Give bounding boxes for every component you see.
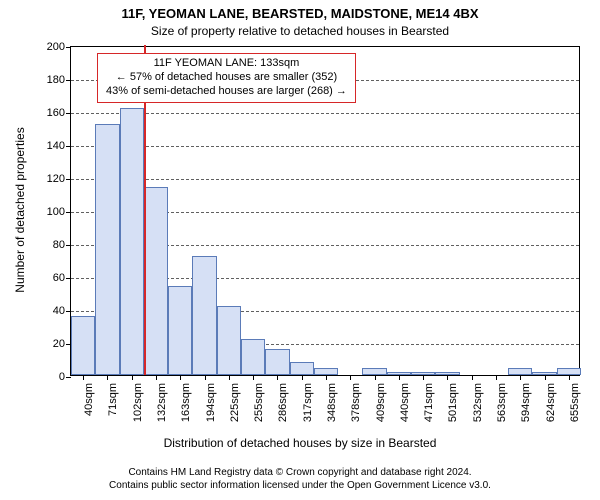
x-tick-label: 409sqm [375, 383, 387, 422]
histogram-bar [557, 368, 581, 375]
annotation-line: 43% of semi-detached houses are larger (… [106, 85, 347, 99]
y-tick-label: 0 [59, 371, 65, 383]
x-tick-mark [229, 375, 230, 380]
histogram-bar [241, 339, 265, 375]
y-tick-mark [66, 212, 71, 213]
x-tick-mark [253, 375, 254, 380]
x-tick-label: 286sqm [277, 383, 289, 422]
x-tick-mark [302, 375, 303, 380]
gridline [71, 179, 579, 180]
x-tick-mark [326, 375, 327, 380]
y-tick-mark [66, 311, 71, 312]
x-tick-label: 225sqm [229, 383, 241, 422]
histogram-bar [95, 124, 119, 375]
y-tick-label: 80 [53, 239, 65, 251]
footer: Contains HM Land Registry data © Crown c… [0, 467, 600, 492]
gridline [71, 113, 579, 114]
x-tick-mark [472, 375, 473, 380]
annotation-line: ← 57% of detached houses are smaller (35… [106, 71, 347, 85]
histogram-bar [71, 316, 95, 375]
y-tick-label: 160 [47, 107, 65, 119]
histogram-bar [144, 187, 168, 375]
x-tick-label: 255sqm [253, 383, 265, 422]
x-tick-label: 471sqm [423, 383, 435, 422]
x-tick-mark [496, 375, 497, 380]
x-tick-mark [205, 375, 206, 380]
x-tick-mark [399, 375, 400, 380]
x-tick-mark [132, 375, 133, 380]
x-tick-mark [277, 375, 278, 380]
y-tick-mark [66, 245, 71, 246]
annotation-box: 11F YEOMAN LANE: 133sqm← 57% of detached… [97, 53, 356, 103]
x-tick-mark [375, 375, 376, 380]
y-tick-mark [66, 47, 71, 48]
x-tick-mark [545, 375, 546, 380]
chart-title: 11F, YEOMAN LANE, BEARSTED, MAIDSTONE, M… [0, 6, 600, 21]
x-tick-mark [447, 375, 448, 380]
histogram-bar [290, 362, 314, 375]
histogram-bar [192, 256, 216, 375]
x-tick-mark [569, 375, 570, 380]
x-tick-label: 624sqm [545, 383, 557, 422]
chart-container: 11F, YEOMAN LANE, BEARSTED, MAIDSTONE, M… [0, 0, 600, 500]
x-tick-mark [520, 375, 521, 380]
y-axis-label: Number of detached properties [13, 45, 27, 375]
x-tick-label: 501sqm [447, 383, 459, 422]
histogram-bar [168, 286, 192, 375]
x-tick-label: 655sqm [569, 383, 581, 422]
x-tick-label: 532sqm [472, 383, 484, 422]
y-tick-mark [66, 377, 71, 378]
annotation-line: 11F YEOMAN LANE: 133sqm [106, 57, 347, 71]
gridline [71, 146, 579, 147]
footer-line-1: Contains HM Land Registry data © Crown c… [0, 467, 600, 480]
histogram-bar [314, 368, 338, 375]
x-tick-mark [83, 375, 84, 380]
y-tick-mark [66, 113, 71, 114]
x-axis-caption: Distribution of detached houses by size … [0, 436, 600, 450]
x-tick-label: 132sqm [156, 383, 168, 422]
y-tick-mark [66, 179, 71, 180]
footer-line-2: Contains public sector information licen… [0, 480, 600, 493]
x-tick-label: 71sqm [107, 383, 119, 416]
y-tick-label: 180 [47, 74, 65, 86]
histogram-bar [217, 306, 241, 375]
y-tick-label: 40 [53, 305, 65, 317]
histogram-bar [265, 349, 289, 375]
y-tick-mark [66, 80, 71, 81]
histogram-bar [120, 108, 144, 375]
x-tick-mark [107, 375, 108, 380]
x-tick-label: 563sqm [496, 383, 508, 422]
x-tick-label: 40sqm [83, 383, 95, 416]
x-tick-mark [423, 375, 424, 380]
x-tick-label: 348sqm [326, 383, 338, 422]
y-tick-label: 120 [47, 173, 65, 185]
y-tick-label: 140 [47, 140, 65, 152]
x-tick-mark [156, 375, 157, 380]
x-tick-label: 378sqm [350, 383, 362, 422]
plot-area: 02040608010012014016018020040sqm71sqm102… [70, 46, 580, 376]
histogram-bar [362, 368, 386, 375]
x-tick-mark [180, 375, 181, 380]
x-tick-label: 440sqm [399, 383, 411, 422]
y-tick-mark [66, 146, 71, 147]
y-tick-mark [66, 278, 71, 279]
x-tick-label: 594sqm [520, 383, 532, 422]
x-tick-mark [350, 375, 351, 380]
y-tick-label: 60 [53, 272, 65, 284]
x-tick-label: 102sqm [132, 383, 144, 422]
y-tick-label: 100 [47, 206, 65, 218]
x-tick-label: 317sqm [302, 383, 314, 422]
histogram-bar [508, 368, 532, 375]
y-tick-label: 200 [47, 41, 65, 53]
x-tick-label: 194sqm [205, 383, 217, 422]
y-tick-label: 20 [53, 338, 65, 350]
x-tick-label: 163sqm [180, 383, 192, 422]
chart-subtitle: Size of property relative to detached ho… [0, 24, 600, 38]
